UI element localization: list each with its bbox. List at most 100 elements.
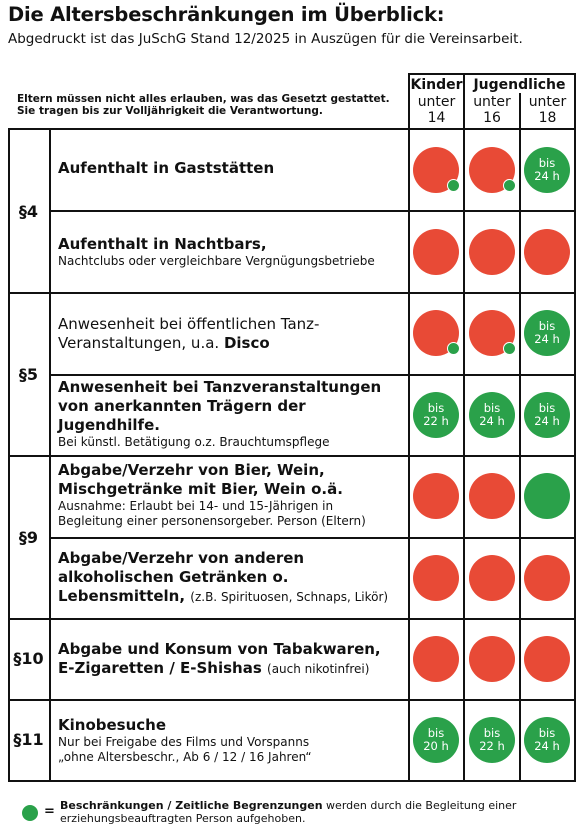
status-dot-red (469, 310, 516, 356)
row-title: Anwesenheit bei Tanzveranstaltungen (58, 378, 382, 396)
row-description: Anwesenheit bei Tanzveranstaltungen von … (58, 378, 408, 450)
row-title: alkoholischen Getränken o. (58, 568, 289, 586)
section-divider (8, 699, 576, 701)
section-divider (8, 618, 576, 620)
row-title: Abgabe und Konsum von Tabakwaren, (58, 640, 381, 658)
status-dot-red (524, 229, 570, 275)
time-limit-value: 22 h (423, 414, 449, 428)
row-detail: Nur bei Freigabe des Films und Vorspanns (58, 735, 310, 749)
status-dot-green: bis 22 h (413, 392, 459, 438)
row-divider (49, 210, 576, 212)
section-label: §5 (18, 365, 39, 384)
time-limit-label: bis (538, 319, 556, 333)
row-divider (49, 537, 576, 539)
table-bottom-border (8, 780, 576, 782)
legend-equals: = (44, 804, 55, 819)
row-title: Jugendhilfe. (58, 416, 160, 434)
status-dot-green: bis 24 h (469, 392, 515, 438)
header-col-age: 14 (427, 110, 446, 126)
time-limit-value: 24 h (534, 739, 560, 753)
accompanied-exception-icon (503, 179, 516, 192)
row-detail: Bei künstl. Betätigung o.z. Brauchtumspf… (58, 435, 330, 449)
status-dot-red (469, 147, 516, 193)
row-title: Lebensmitteln, (z.B. Spirituosen, Schnap… (58, 587, 389, 605)
age-restriction-table: Eltern müssen nicht alles erlauben, was … (8, 73, 576, 782)
row-title: Veranstaltungen, u.a. Disco (58, 334, 270, 352)
accompanied-exception-icon (447, 342, 460, 355)
section-label: §11 (13, 730, 44, 749)
row-title: von anerkannten Trägern der (58, 397, 306, 415)
header-col-under: unter (528, 94, 567, 110)
page-subtitle: Abgedruckt ist das JuSchG Stand 12/2025 … (8, 31, 523, 47)
row-title: Aufenthalt in Gaststätten (58, 159, 275, 177)
row-title: Mischgetränke mit Bier, Wein o.ä. (58, 480, 343, 498)
status-dot-red (413, 147, 460, 193)
row-detail: „ohne Altersbeschr., Ab 6 / 12 / 16 Jahr… (58, 750, 312, 764)
time-limit-value: 24 h (479, 414, 505, 428)
intro-note: Eltern müssen nicht alles erlauben, was … (17, 93, 390, 117)
time-limit-label: bis (483, 726, 501, 740)
status-dot-red (413, 636, 459, 682)
section-column-border (49, 128, 51, 782)
legend-green-dot-icon (22, 805, 38, 821)
status-dot-green: bis 24 h (524, 717, 570, 763)
accompanied-exception-icon (503, 342, 516, 355)
status-dot-red (469, 473, 515, 519)
row-title: Abgabe/Verzehr von Bier, Wein, (58, 461, 325, 479)
status-dot-green: bis 24 h (524, 310, 570, 356)
status-dot-green: bis 24 h (524, 392, 570, 438)
row-detail: Begleitung einer personensorgeber. Perso… (58, 514, 366, 528)
time-limit-label: bis (538, 401, 556, 415)
header-col-age: 16 (483, 110, 501, 126)
status-dot-red (413, 555, 459, 601)
time-limit-value: 24 h (534, 414, 560, 428)
row-description: Abgabe und Konsum von Tabakwaren, E-Ziga… (58, 640, 408, 679)
row-detail: Nachtclubs oder vergleichbare Vergnügung… (58, 254, 375, 268)
status-dot-red (413, 229, 459, 275)
row-title: E-Zigaretten / E-Shishas (auch nikotinfr… (58, 659, 370, 677)
table-header-rule (8, 128, 576, 130)
row-detail: Ausnahme: Erlaubt bei 14- und 15-Jährige… (58, 499, 334, 513)
section-divider (8, 292, 576, 294)
status-dot-green (524, 473, 570, 519)
status-dot-red (469, 636, 515, 682)
header-kinder: Kinder (410, 77, 463, 93)
row-title: Anwesenheit bei öffentlichen Tanz- (58, 315, 320, 333)
row-description: Aufenthalt in Nachtbars, Nachtclubs oder… (58, 235, 408, 269)
accompanied-exception-icon (447, 179, 460, 192)
header-col-under: unter (473, 94, 511, 110)
status-dot-green: bis 20 h (413, 717, 459, 763)
column-border (519, 93, 521, 782)
table-right-border (574, 73, 576, 782)
table-left-border (8, 128, 10, 782)
time-limit-label: bis (538, 156, 556, 170)
column-border (408, 73, 410, 782)
status-dot-red (524, 636, 570, 682)
row-title: Kinobesuche (58, 716, 167, 734)
status-dot-red (469, 555, 515, 601)
row-title: Aufenthalt in Nachtbars, (58, 235, 267, 253)
header-col-age: 18 (538, 110, 557, 126)
row-description: Abgabe/Verzehr von Bier, Wein, Mischgetr… (58, 461, 408, 529)
time-limit-value: 20 h (423, 739, 449, 753)
row-description: Abgabe/Verzehr von anderen alkoholischen… (58, 549, 408, 607)
header-col-under: unter (417, 94, 456, 110)
row-title: Abgabe/Verzehr von anderen (58, 549, 305, 567)
time-limit-label: bis (538, 726, 556, 740)
time-limit-label: bis (483, 401, 501, 415)
time-limit-value: 24 h (534, 169, 560, 183)
page-title: Die Altersbeschränkungen im Überblick: (8, 3, 445, 26)
section-divider (8, 455, 576, 457)
table-top-border (408, 73, 576, 75)
legend-text: Beschränkungen / Zeitliche Begrenzungen … (60, 799, 517, 825)
section-label: §4 (18, 202, 39, 221)
status-dot-green: bis 24 h (524, 147, 570, 193)
status-dot-red (469, 229, 515, 275)
row-description: Anwesenheit bei öffentlichen Tanz- Veran… (58, 315, 408, 353)
row-divider (49, 374, 576, 376)
time-limit-value: 24 h (534, 332, 560, 346)
status-dot-red (413, 310, 460, 356)
status-dot-red (413, 473, 459, 519)
status-dot-red (524, 555, 570, 601)
section-label: §10 (13, 649, 44, 668)
